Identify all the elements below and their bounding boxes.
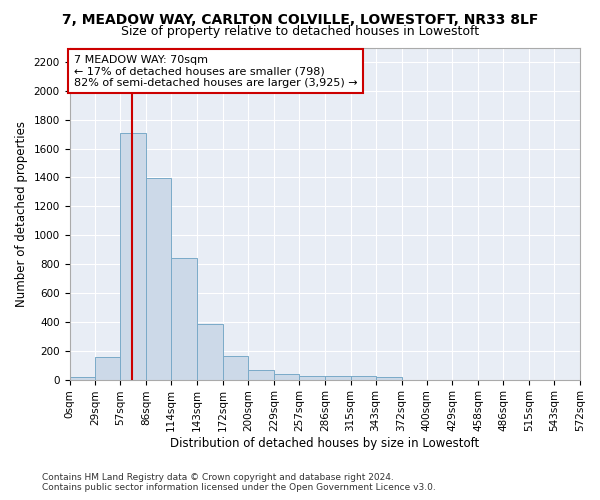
Bar [325, 376, 350, 380]
Bar [95, 357, 121, 380]
Text: 7 MEADOW WAY: 70sqm
← 17% of detached houses are smaller (798)
82% of semi-detac: 7 MEADOW WAY: 70sqm ← 17% of detached ho… [74, 54, 358, 88]
Text: Size of property relative to detached houses in Lowestoft: Size of property relative to detached ho… [121, 25, 479, 38]
Bar [248, 370, 274, 380]
Text: Contains HM Land Registry data © Crown copyright and database right 2024.
Contai: Contains HM Land Registry data © Crown c… [42, 473, 436, 492]
Y-axis label: Number of detached properties: Number of detached properties [15, 120, 28, 306]
Text: 7, MEADOW WAY, CARLTON COLVILLE, LOWESTOFT, NR33 8LF: 7, MEADOW WAY, CARLTON COLVILLE, LOWESTO… [62, 12, 538, 26]
Bar [197, 324, 223, 380]
Bar [350, 376, 376, 380]
Bar [223, 356, 248, 380]
Bar [376, 377, 401, 380]
X-axis label: Distribution of detached houses by size in Lowestoft: Distribution of detached houses by size … [170, 437, 479, 450]
Bar [299, 376, 325, 380]
Bar [70, 376, 95, 380]
Bar [274, 374, 299, 380]
Bar [171, 258, 197, 380]
Bar [146, 178, 171, 380]
Bar [121, 132, 146, 380]
